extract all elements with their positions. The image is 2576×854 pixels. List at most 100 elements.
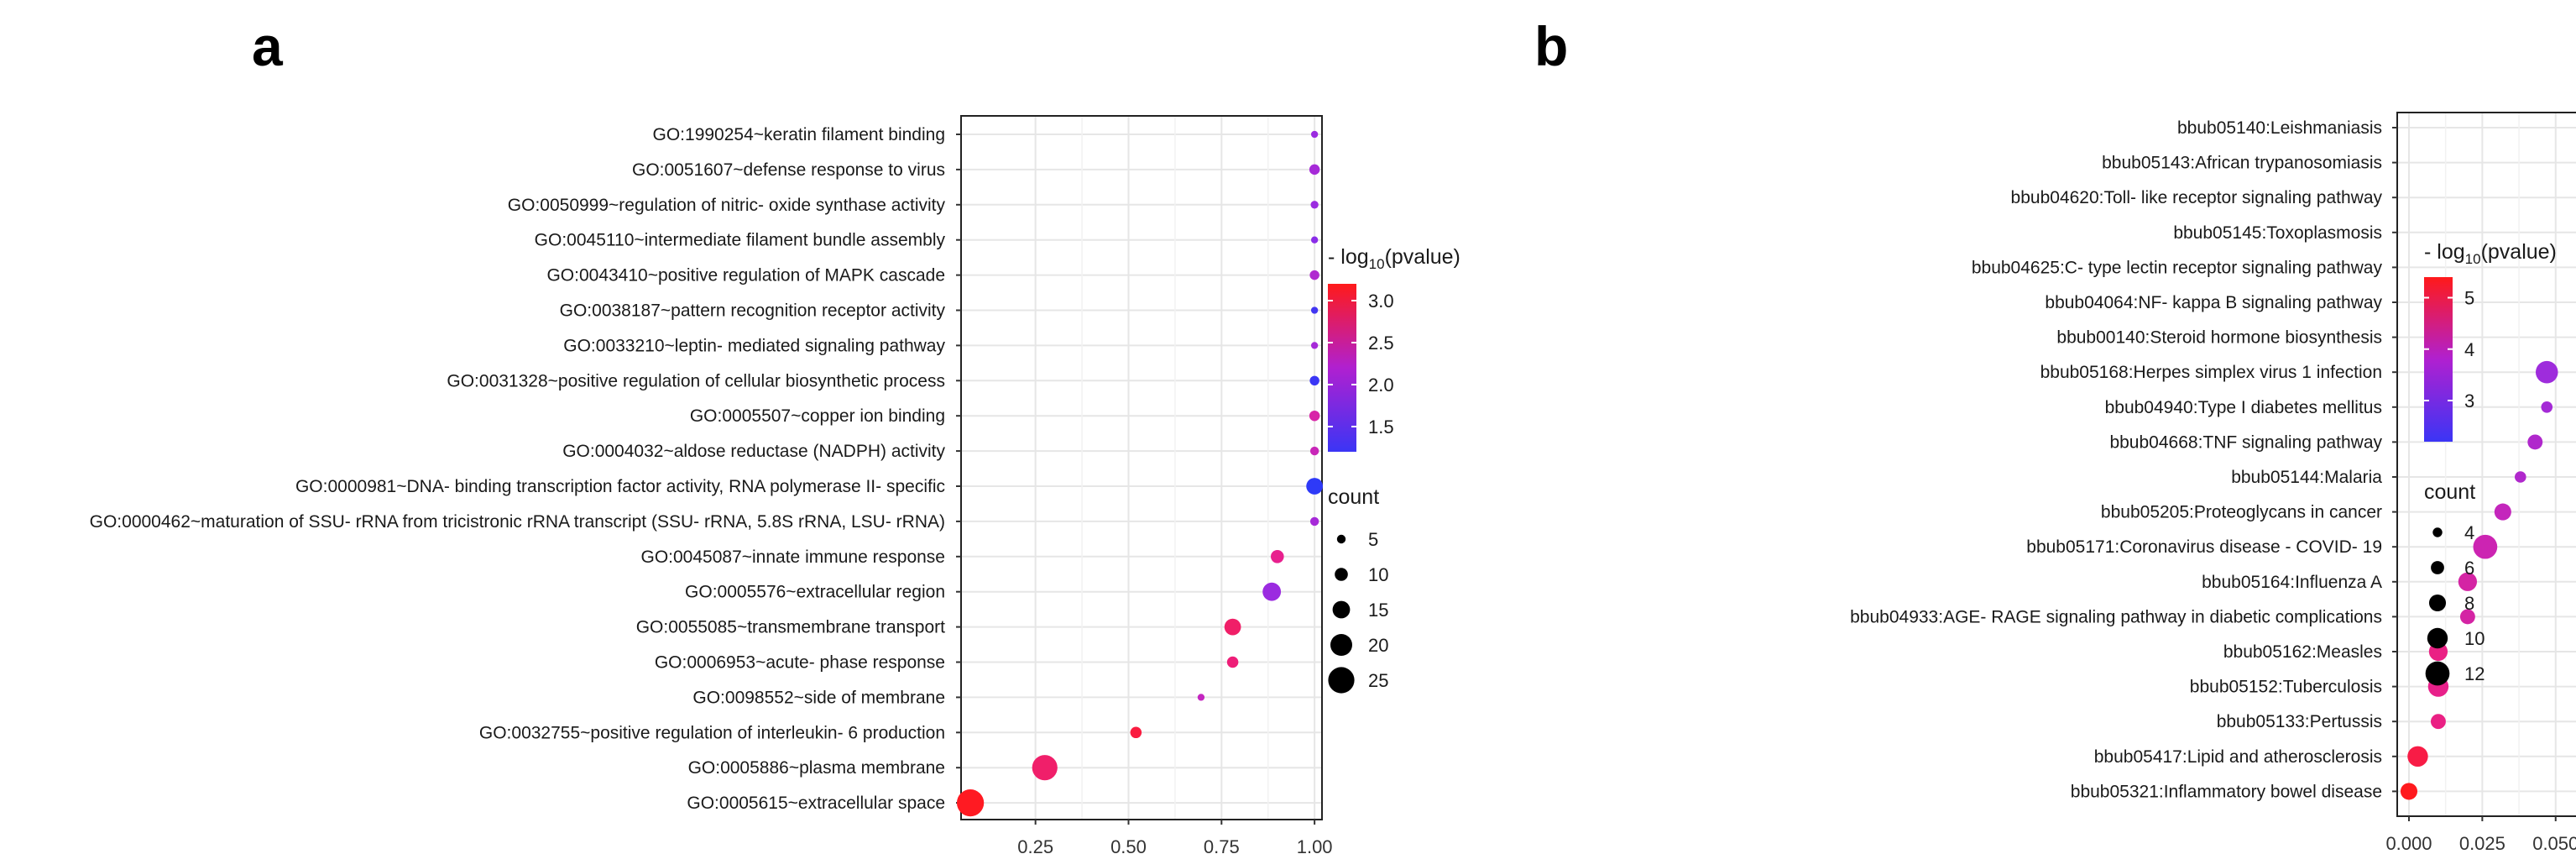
category-label: bbub05205:Proteoglycans in cancer — [2101, 503, 2382, 522]
data-point — [1032, 755, 1058, 781]
size-legend-label: 25 — [1368, 670, 1388, 691]
size-legend-title-a: count — [1328, 485, 1379, 509]
category-label: bbub04933:AGE- RAGE signaling pathway in… — [1850, 607, 2382, 626]
grid-a — [962, 117, 1321, 819]
size-legend-dot — [1336, 534, 1346, 544]
size-legend-dot — [1335, 568, 1348, 581]
x-tick-label: 0.25 — [1017, 836, 1053, 854]
size-legend-dot — [1332, 600, 1351, 619]
category-label: GO:0038187~pattern recognition receptor … — [560, 301, 946, 321]
data-point — [1309, 516, 1319, 527]
category-label: GO:0043410~positive regulation of MAPK c… — [546, 266, 945, 286]
data-point — [1224, 618, 1241, 636]
category-label: bbub00140:Steroid hormone biosynthesis — [2056, 328, 2382, 348]
size-legend-label: 6 — [2464, 558, 2474, 579]
data-point — [1130, 726, 1142, 739]
x-tick-label: 0.75 — [1204, 836, 1240, 854]
color-legend-tick-label: 5 — [2464, 288, 2474, 309]
color-legend-tick-label: 2.5 — [1368, 333, 1394, 354]
data-point — [1262, 582, 1282, 601]
category-label: GO:1990254~keratin filament binding — [653, 125, 945, 144]
category-label: GO:0032755~positive regulation of interl… — [479, 723, 945, 742]
category-label: bbub05152:Tuberculosis — [2190, 678, 2382, 697]
category-label: bbub05140:Leishmaniasis — [2177, 118, 2382, 138]
data-point — [1310, 306, 1319, 314]
panel-letter-b: b — [1534, 15, 1568, 77]
category-label: GO:0000462~maturation of SSU- rRNA from … — [90, 512, 945, 532]
data-point — [1309, 446, 1319, 456]
category-label: GO:0098552~side of membrane — [692, 688, 945, 707]
size-legend-label: 4 — [2464, 522, 2474, 543]
color-legend-tick-label: 1.5 — [1368, 417, 1394, 437]
category-label: GO:0045110~intermediate filament bundle … — [535, 231, 946, 250]
color-legend-b: - log10(pvalue) 3 4 5 — [2424, 240, 2557, 442]
size-legend-dot — [1328, 667, 1355, 694]
category-labels-a: GO:1990254~keratin filament binding GO:00… — [90, 125, 961, 813]
plot-area-b — [2396, 112, 2576, 817]
size-legend-dot — [2432, 527, 2443, 537]
category-label: GO:0050999~regulation of nitric- oxide s… — [508, 196, 946, 215]
category-label: GO:0005507~copper ion binding — [690, 406, 945, 426]
data-point — [1306, 478, 1324, 495]
data-point — [1309, 270, 1319, 280]
data-point — [1310, 130, 1319, 139]
category-label: GO:0005886~plasma membrane — [688, 758, 945, 778]
category-label: bbub05417:Lipid and atherosclerosis — [2094, 747, 2382, 767]
category-label: bbub04668:TNF signaling pathway — [2109, 432, 2382, 452]
data-point — [2494, 503, 2511, 521]
size-legend-label: 20 — [1368, 635, 1388, 656]
category-label: GO:0005615~extracellular space — [687, 794, 945, 813]
data-point — [2515, 471, 2526, 483]
panel-a: a GO:1990254~keratin filament bindingGO:… — [90, 15, 1460, 854]
x-tick-label: 0.000 — [2385, 833, 2432, 854]
category-label: bbub05162:Measles — [2223, 642, 2382, 662]
category-label: GO:0004032~aldose reductase (NADPH) acti… — [562, 442, 945, 461]
color-bar-a — [1328, 284, 1356, 452]
size-legend-label: 8 — [2464, 593, 2474, 614]
size-legend-label: 12 — [2464, 663, 2485, 684]
data-point — [2430, 714, 2446, 730]
size-legend-dot — [2431, 561, 2444, 574]
color-legend-tick-label: 4 — [2464, 339, 2474, 360]
data-point — [2407, 746, 2428, 767]
plot-area-a — [960, 115, 1323, 820]
category-label: GO:0006953~acute- phase response — [655, 653, 945, 673]
category-label: bbub05143:African trypanosomiasis — [2102, 154, 2382, 173]
category-label: GO:0045087~innate immune response — [641, 548, 946, 567]
category-label: bbub04620:Toll- like receptor signaling … — [2011, 188, 2383, 207]
category-label: GO:0005576~extracellular region — [685, 583, 945, 602]
panel-b: b bbub05140:Leishmaniasis bbub05143:Afric… — [1534, 15, 2576, 854]
data-point — [2400, 783, 2418, 800]
color-legend-tick-label: 3 — [2464, 390, 2474, 411]
category-label: bbub05144:Malaria — [2231, 468, 2382, 487]
data-point — [2527, 434, 2543, 450]
size-legend-a: count 5 10 15 20 25 — [1328, 485, 1388, 694]
x-axis-a: 0.25 0.50 0.75 1.00 — [1017, 820, 1333, 854]
x-tick-label: 0.50 — [1110, 836, 1147, 854]
data-point — [2535, 360, 2558, 384]
category-label: bbub05321:Inflammatory bowel disease — [2071, 782, 2382, 801]
category-label: GO:0051607~defense response to virus — [632, 160, 945, 180]
size-legend-b: count 4 6 8 10 12 — [2424, 480, 2485, 686]
data-point — [1226, 656, 1239, 668]
size-legend-dot — [2425, 661, 2450, 686]
x-tick-label: 0.025 — [2459, 833, 2505, 854]
data-point — [2473, 534, 2498, 559]
category-label: GO:0000981~DNA- binding transcription fa… — [295, 477, 945, 496]
data-point — [1309, 375, 1319, 386]
category-labels-b: bbub05140:Leishmaniasis bbub05143:African… — [1850, 118, 2397, 801]
size-legend-label: 10 — [2464, 628, 2485, 649]
points-a — [956, 130, 1324, 817]
data-point — [2458, 572, 2478, 591]
x-tick-label: 1.00 — [1297, 836, 1333, 854]
color-legend-title-a: - log10(pvalue) — [1328, 245, 1460, 272]
data-point — [1197, 694, 1205, 701]
x-tick-label: 0.050 — [2532, 833, 2576, 854]
size-legend-label: 5 — [1368, 529, 1378, 550]
size-legend-label: 10 — [1368, 564, 1388, 585]
category-label: bbub05171:Coronavirus disease - COVID- 1… — [2026, 537, 2382, 557]
data-point — [1309, 164, 1320, 176]
data-point — [1310, 342, 1319, 349]
